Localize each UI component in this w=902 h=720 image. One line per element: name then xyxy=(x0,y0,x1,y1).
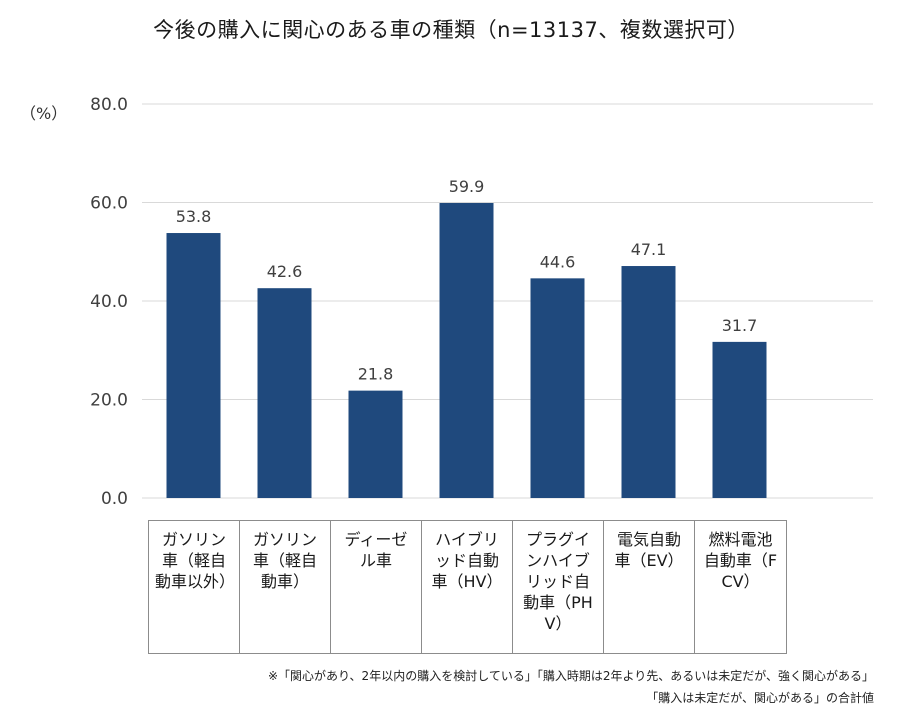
bar-chart: 0.0 20.0 40.0 60.0 80.0 53.8 42.6 21.8 59.9 44.6… xyxy=(90,95,873,509)
data-label: 47.1 xyxy=(631,240,667,259)
y-tick-label: 40.0 xyxy=(90,292,128,312)
footnote-line-1: ※「関心があり、2年以内の購入を検討している」「購入時期は2年より先、あるいは未… xyxy=(267,669,874,683)
bars xyxy=(166,202,767,498)
bar xyxy=(348,390,403,498)
bar xyxy=(712,341,767,498)
bar xyxy=(166,233,221,498)
bar xyxy=(530,278,585,498)
data-label: 21.8 xyxy=(358,365,394,384)
data-label: 31.7 xyxy=(722,316,758,335)
category-label: 電気自動車（EV） xyxy=(604,521,695,653)
chart-title: 今後の購入に関心のある車の種類（n=13137、複数選択可） xyxy=(153,18,749,42)
data-label: 42.6 xyxy=(267,262,303,281)
y-axis-unit-label: （%） xyxy=(20,104,68,123)
category-axis-table: ガソリン車（軽自動車以外） ガソリン車（軽自動車） ディーゼル車 ハイブリッド自動車（… xyxy=(148,520,787,654)
category-label: プラグインハイブリッド自動車（PHV） xyxy=(513,521,604,653)
category-label: ハイブリッド自動車（HV） xyxy=(422,521,513,653)
bar xyxy=(621,266,676,498)
category-label: 燃料電池自動車（FCV） xyxy=(703,530,778,591)
y-tick-label: 20.0 xyxy=(90,391,128,411)
data-label: 53.8 xyxy=(176,207,212,226)
y-tick-label: 80.0 xyxy=(90,95,128,115)
category-label: ガソリン車（軽自動車） xyxy=(240,521,331,653)
y-tick-label: 0.0 xyxy=(101,489,128,509)
bar xyxy=(439,202,494,498)
data-label: 44.6 xyxy=(540,252,576,271)
category-label: ガソリン車（軽自動車以外） xyxy=(149,521,240,653)
data-labels: 53.8 42.6 21.8 59.9 44.6 47.1 31.7 xyxy=(176,177,758,384)
bar xyxy=(257,288,312,498)
footnote-line-2: 「購入は未定だが、関心がある」の合計値 xyxy=(646,691,874,705)
y-tick-label: 60.0 xyxy=(90,194,128,214)
y-axis-ticks: 0.0 20.0 40.0 60.0 80.0 xyxy=(90,95,128,509)
data-label: 59.9 xyxy=(449,177,485,196)
category-label: ディーゼル車 xyxy=(331,521,422,653)
